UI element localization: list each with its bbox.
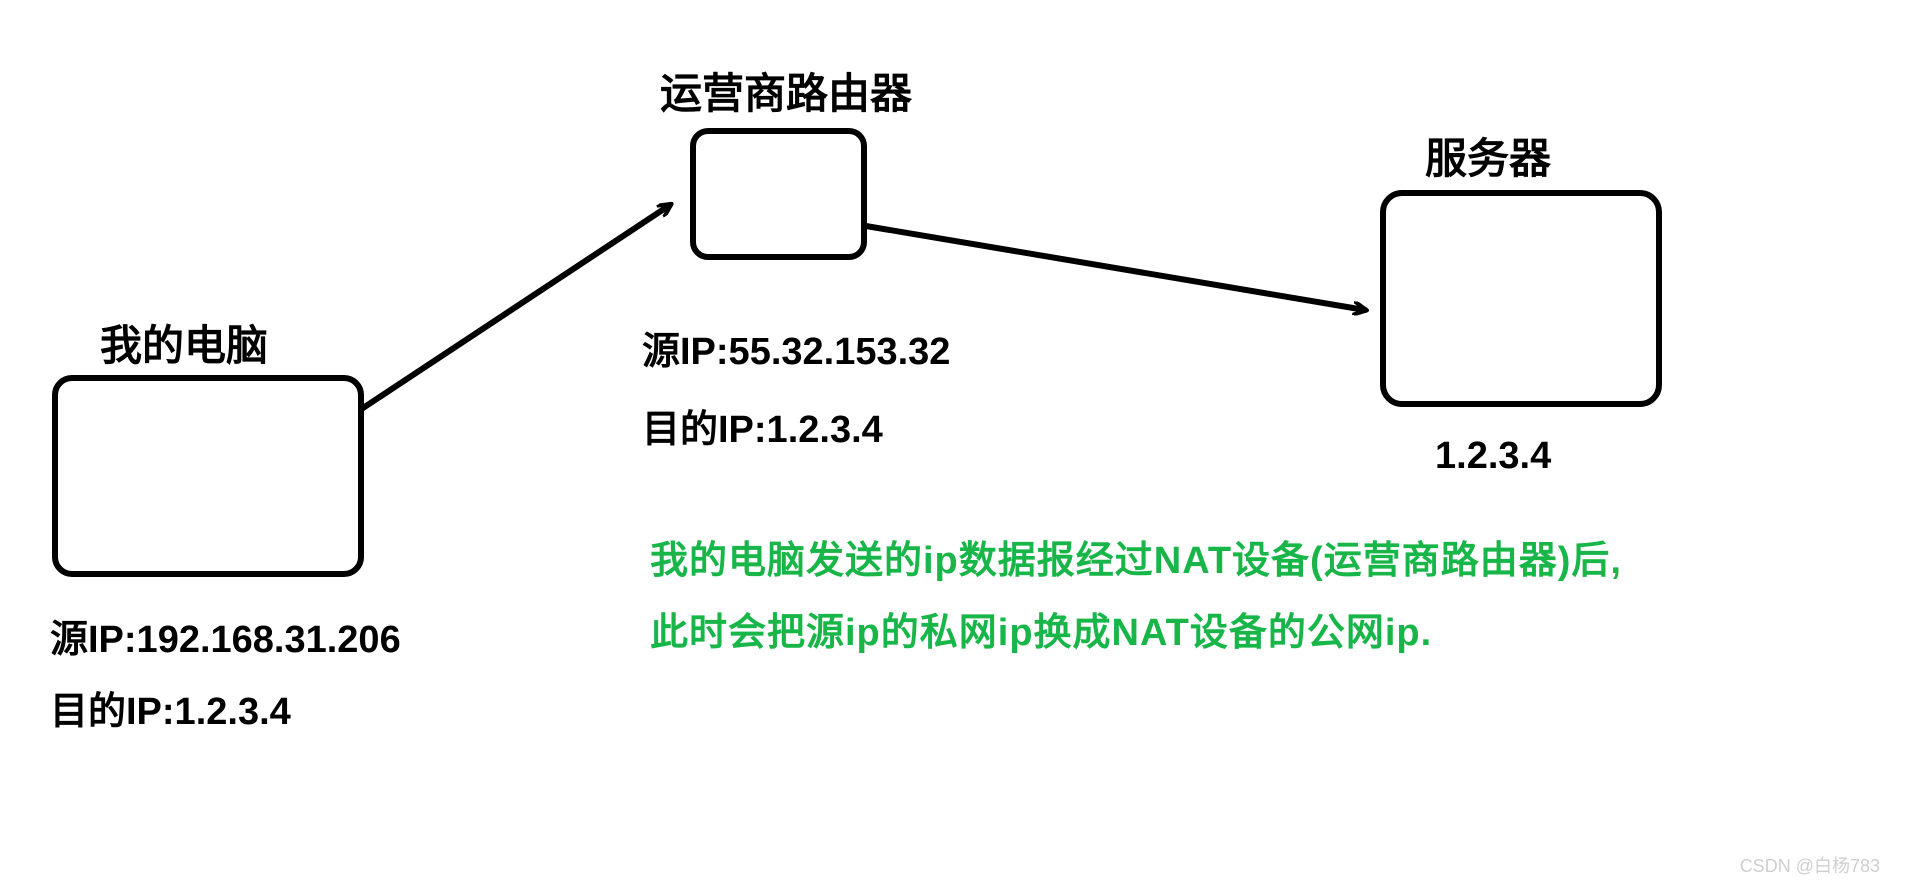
watermark: CSDN @白杨783	[1740, 852, 1880, 878]
pc-src-ip: 源IP:192.168.31.206	[50, 608, 401, 663]
pc-dst-ip: 目的IP:1.2.3.4	[50, 680, 291, 735]
router-box	[690, 128, 867, 260]
server-ip: 1.2.3.4	[1435, 435, 1551, 478]
pc-title: 我的电脑	[100, 312, 268, 373]
router-src-ip: 源IP:55.32.153.32	[642, 320, 950, 375]
server-title: 服务器	[1425, 125, 1551, 186]
router-title: 运营商路由器	[660, 60, 912, 121]
diagram-canvas: 我的电脑 源IP:192.168.31.206 目的IP:1.2.3.4 运营商…	[0, 0, 1920, 896]
edge-pc-router	[360, 205, 670, 410]
edge-router-server	[860, 225, 1365, 310]
pc-box	[52, 375, 364, 577]
server-box	[1380, 190, 1662, 407]
router-dst-ip: 目的IP:1.2.3.4	[642, 398, 883, 453]
nat-explanation-note: 我的电脑发送的ip数据报经过NAT设备(运营商路由器)后,此时会把源ip的私网i…	[650, 525, 1640, 669]
